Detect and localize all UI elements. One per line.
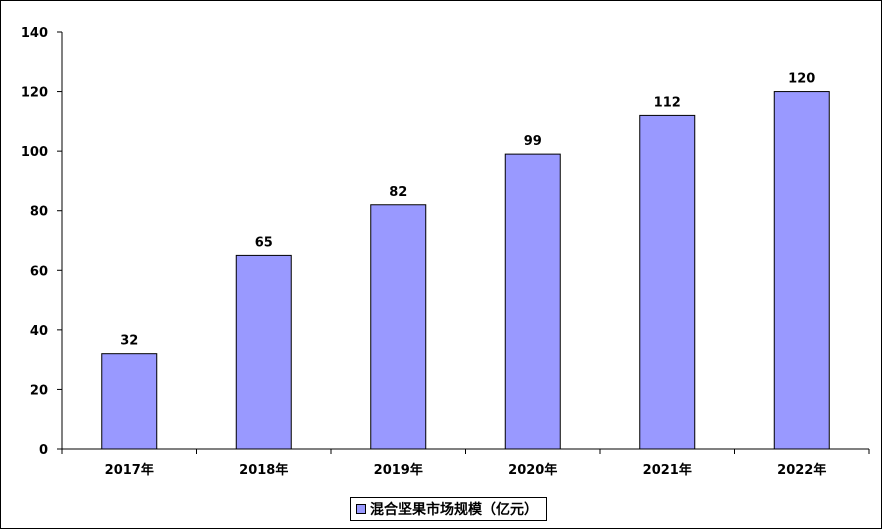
legend: 混合坚果市场规模（亿元） (350, 497, 547, 521)
bars (101, 91, 830, 450)
y-tick-label: 80 (30, 205, 48, 220)
y-tick-label: 0 (39, 443, 48, 458)
y-tick-label: 60 (30, 264, 48, 279)
bar (101, 353, 158, 450)
bar (504, 153, 561, 450)
y-tick-label: 40 (30, 324, 48, 339)
data-label: 112 (654, 95, 681, 110)
x-tick-label: 2021年 (643, 462, 692, 478)
x-tick-label: 2022年 (777, 462, 826, 478)
x-tick-label: 2017年 (105, 462, 154, 478)
legend-label: 混合坚果市场规模（亿元） (370, 502, 538, 518)
y-tick-label: 120 (21, 86, 48, 101)
bar (773, 91, 830, 450)
data-label: 120 (788, 72, 815, 87)
labels: 0 20 40 60 80 100 120 140 32 2017年 65 2018年 82 2019年 9… (21, 26, 826, 478)
data-label: 99 (524, 134, 542, 149)
y-tick-label: 100 (21, 145, 48, 160)
bar (235, 254, 292, 450)
data-label: 65 (255, 235, 273, 250)
y-tick-label: 140 (21, 26, 48, 41)
bar (370, 204, 427, 450)
x-tick-label: 2020年 (508, 462, 557, 478)
legend-swatch (356, 504, 366, 514)
data-label: 82 (389, 185, 407, 200)
y-tick-label: 20 (30, 383, 48, 398)
data-label: 32 (120, 334, 138, 349)
bar (639, 114, 696, 450)
x-tick-label: 2018年 (239, 462, 288, 478)
axes (57, 31, 870, 454)
x-tick-label: 2019年 (374, 462, 423, 478)
